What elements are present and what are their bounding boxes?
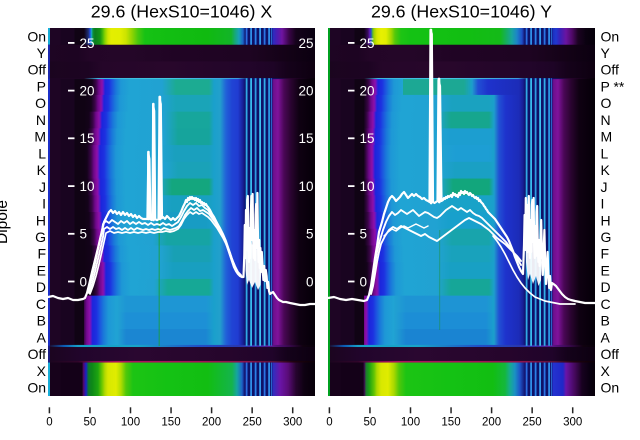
svg-text:25: 25 — [80, 36, 95, 51]
svg-text:E: E — [601, 262, 610, 278]
svg-text:J: J — [601, 179, 608, 195]
svg-text:K: K — [601, 162, 611, 178]
svg-text:50: 50 — [364, 417, 377, 429]
svg-text:On: On — [601, 380, 620, 396]
svg-text:O: O — [601, 95, 612, 111]
svg-text:H: H — [36, 212, 46, 228]
svg-text:20: 20 — [298, 84, 313, 99]
svg-text:G: G — [35, 229, 46, 245]
svg-text:15: 15 — [360, 131, 375, 146]
svg-text:Off: Off — [601, 62, 620, 78]
svg-text:Off: Off — [601, 346, 620, 362]
svg-text:P: P — [37, 78, 46, 94]
svg-text:M: M — [34, 129, 46, 145]
svg-text:L: L — [38, 145, 46, 161]
svg-text:200: 200 — [482, 417, 501, 429]
svg-text:On: On — [27, 28, 46, 44]
svg-text:A: A — [37, 329, 47, 345]
svg-text:250: 250 — [523, 417, 542, 429]
svg-text:Dipole: Dipole — [0, 200, 11, 244]
svg-text:Off: Off — [28, 346, 47, 362]
svg-text:20: 20 — [80, 84, 95, 99]
svg-text:E: E — [37, 262, 46, 278]
svg-text:P **: P ** — [601, 78, 625, 94]
svg-text:O: O — [35, 95, 46, 111]
svg-text:D: D — [601, 279, 611, 295]
svg-text:5: 5 — [80, 227, 88, 242]
svg-text:G: G — [601, 229, 612, 245]
svg-text:On: On — [601, 28, 620, 44]
svg-text:0: 0 — [46, 417, 52, 429]
svg-text:C: C — [36, 296, 46, 312]
svg-text:X: X — [601, 363, 611, 379]
svg-text:0: 0 — [306, 274, 314, 289]
svg-text:29.6 (HexS10=1046) Y: 29.6 (HexS10=1046) Y — [371, 1, 552, 21]
svg-text:I: I — [42, 196, 46, 212]
svg-text:20: 20 — [360, 84, 375, 99]
svg-text:N: N — [36, 112, 46, 128]
svg-text:Y: Y — [601, 45, 611, 61]
svg-text:25: 25 — [360, 36, 375, 51]
svg-text:15: 15 — [298, 131, 313, 146]
svg-text:15: 15 — [80, 131, 95, 146]
svg-text:150: 150 — [161, 417, 180, 429]
svg-text:5: 5 — [360, 227, 368, 242]
svg-text:B: B — [601, 313, 610, 329]
svg-text:5: 5 — [306, 227, 314, 242]
svg-text:J: J — [39, 179, 46, 195]
svg-text:X: X — [37, 363, 47, 379]
svg-text:C: C — [601, 296, 611, 312]
svg-text:25: 25 — [298, 36, 313, 51]
svg-text:H: H — [601, 212, 611, 228]
svg-text:I: I — [601, 196, 605, 212]
svg-text:300: 300 — [283, 417, 302, 429]
svg-text:10: 10 — [80, 179, 95, 194]
svg-text:L: L — [601, 145, 609, 161]
svg-text:F: F — [601, 246, 610, 262]
svg-text:150: 150 — [441, 417, 460, 429]
svg-text:N: N — [601, 112, 611, 128]
svg-text:10: 10 — [298, 179, 313, 194]
svg-text:A: A — [601, 329, 611, 345]
svg-text:10: 10 — [360, 179, 375, 194]
svg-text:50: 50 — [84, 417, 97, 429]
svg-text:0: 0 — [80, 274, 88, 289]
svg-text:Y: Y — [37, 45, 47, 61]
svg-text:200: 200 — [202, 417, 221, 429]
svg-text:100: 100 — [121, 417, 140, 429]
svg-text:0: 0 — [326, 417, 332, 429]
svg-text:D: D — [36, 279, 46, 295]
svg-text:K: K — [37, 162, 47, 178]
svg-text:Off: Off — [28, 62, 47, 78]
svg-text:On: On — [27, 380, 46, 396]
svg-text:250: 250 — [243, 417, 262, 429]
svg-text:M: M — [601, 129, 613, 145]
svg-text:100: 100 — [401, 417, 420, 429]
svg-text:300: 300 — [563, 417, 582, 429]
svg-text:F: F — [37, 246, 46, 262]
svg-text:0: 0 — [360, 274, 368, 289]
svg-text:29.6 (HexS10=1046) X: 29.6 (HexS10=1046) X — [91, 1, 273, 21]
svg-text:B: B — [37, 313, 46, 329]
